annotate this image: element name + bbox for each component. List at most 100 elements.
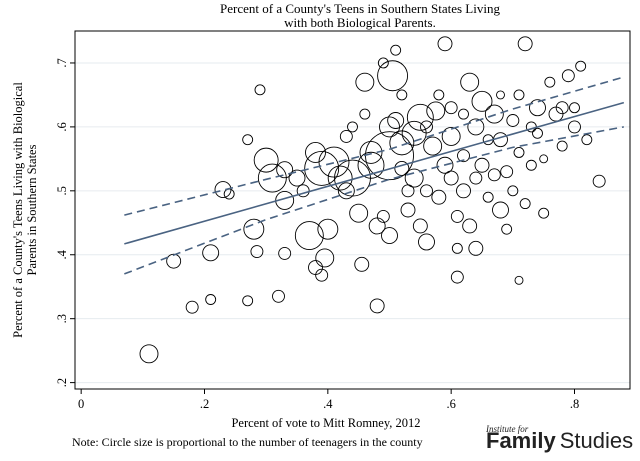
data-point [347, 121, 358, 133]
x-tick-label: .2 [200, 397, 209, 411]
data-point [496, 90, 505, 100]
data-point [519, 198, 531, 210]
data-point [474, 157, 490, 173]
data-point [337, 182, 355, 200]
data-point [492, 201, 509, 219]
y-tick-label: .5 [55, 186, 69, 195]
data-point [555, 101, 569, 115]
data-point [339, 130, 353, 143]
y-tick-label: .3 [55, 314, 69, 323]
data-point [400, 202, 416, 218]
data-point [444, 101, 458, 115]
data-point [412, 218, 428, 234]
data-point [305, 142, 326, 163]
data-point [458, 108, 469, 120]
y-tick-label: .2 [55, 378, 69, 387]
ci-upper-line [124, 76, 625, 216]
data-point [308, 260, 323, 275]
data-point [441, 127, 461, 146]
data-point [166, 253, 182, 269]
data-point [514, 275, 524, 285]
data-point [418, 233, 435, 251]
data-point [469, 171, 483, 185]
data-point [294, 221, 324, 251]
data-point [376, 209, 390, 223]
data-point [544, 76, 556, 88]
data-point [250, 245, 264, 259]
data-point [242, 134, 254, 146]
data-point [205, 294, 217, 305]
data-point [318, 146, 350, 178]
data-point [575, 60, 587, 72]
data-point [257, 163, 287, 193]
data-point [357, 151, 385, 179]
data-point [538, 207, 550, 219]
data-point [202, 244, 220, 262]
data-point [462, 218, 478, 234]
brand-logo: Family Studies [486, 428, 633, 454]
data-point [506, 114, 520, 127]
y-tick-label: .4 [55, 249, 69, 259]
data-point [482, 191, 494, 203]
data-point [437, 36, 453, 52]
data-point [451, 242, 463, 254]
data-point [394, 160, 410, 176]
data-point [349, 203, 369, 223]
data-point [457, 149, 470, 163]
x-tick-label: .6 [446, 397, 455, 411]
data-point [406, 103, 434, 131]
data-point [404, 168, 424, 188]
scatter-points [139, 36, 606, 364]
data-point [487, 168, 501, 182]
data-point [242, 295, 254, 307]
ci-lower-line [124, 126, 624, 275]
x-ticks: 0 .2 .4 .6 .8 [78, 389, 579, 411]
data-point [426, 101, 446, 121]
y-axis-label-line1: Percent of a County's Teens Living with … [11, 82, 25, 338]
gridlines [75, 62, 630, 384]
data-point [389, 130, 415, 156]
data-point [254, 84, 266, 96]
chart-title-line1: Percent of a County's Teens in Southern … [220, 1, 500, 16]
data-point [276, 161, 294, 179]
y-axis-label-line2: Parents in Southern States [25, 144, 39, 275]
data-point [354, 256, 370, 272]
data-point [377, 60, 409, 92]
data-point [365, 131, 414, 181]
data-point [315, 248, 335, 268]
data-point [185, 300, 199, 314]
data-point [253, 147, 279, 173]
y-tick-label: .6 [55, 122, 69, 131]
data-point [525, 159, 537, 171]
data-point [513, 147, 525, 158]
data-point [501, 223, 513, 235]
data-point [420, 120, 433, 134]
data-point [396, 89, 408, 101]
data-point [315, 268, 329, 282]
data-point [529, 99, 546, 117]
data-point [139, 344, 159, 364]
data-point [450, 209, 464, 223]
chart-note: Note: Circle size is proportional to the… [72, 435, 423, 449]
data-point [569, 102, 580, 114]
x-axis-label: Percent of vote to Mitt Romney, 2012 [231, 416, 420, 430]
data-point [568, 120, 581, 134]
data-point [359, 108, 371, 120]
fit-lines [124, 76, 625, 275]
x-tick-label: 0 [78, 397, 84, 411]
data-point [500, 165, 514, 179]
y-tick-label: .7 [55, 58, 69, 67]
data-point [450, 270, 464, 284]
x-tick-label: .4 [323, 397, 333, 411]
chart-title-line2: with both Biological Parents. [284, 15, 436, 30]
data-point [420, 184, 433, 198]
data-point [436, 156, 454, 174]
data-point [327, 165, 353, 191]
data-point [513, 89, 525, 101]
data-point [507, 185, 519, 197]
data-point [379, 116, 400, 138]
data-point [423, 136, 443, 156]
data-point [369, 298, 385, 314]
data-point [456, 183, 471, 199]
